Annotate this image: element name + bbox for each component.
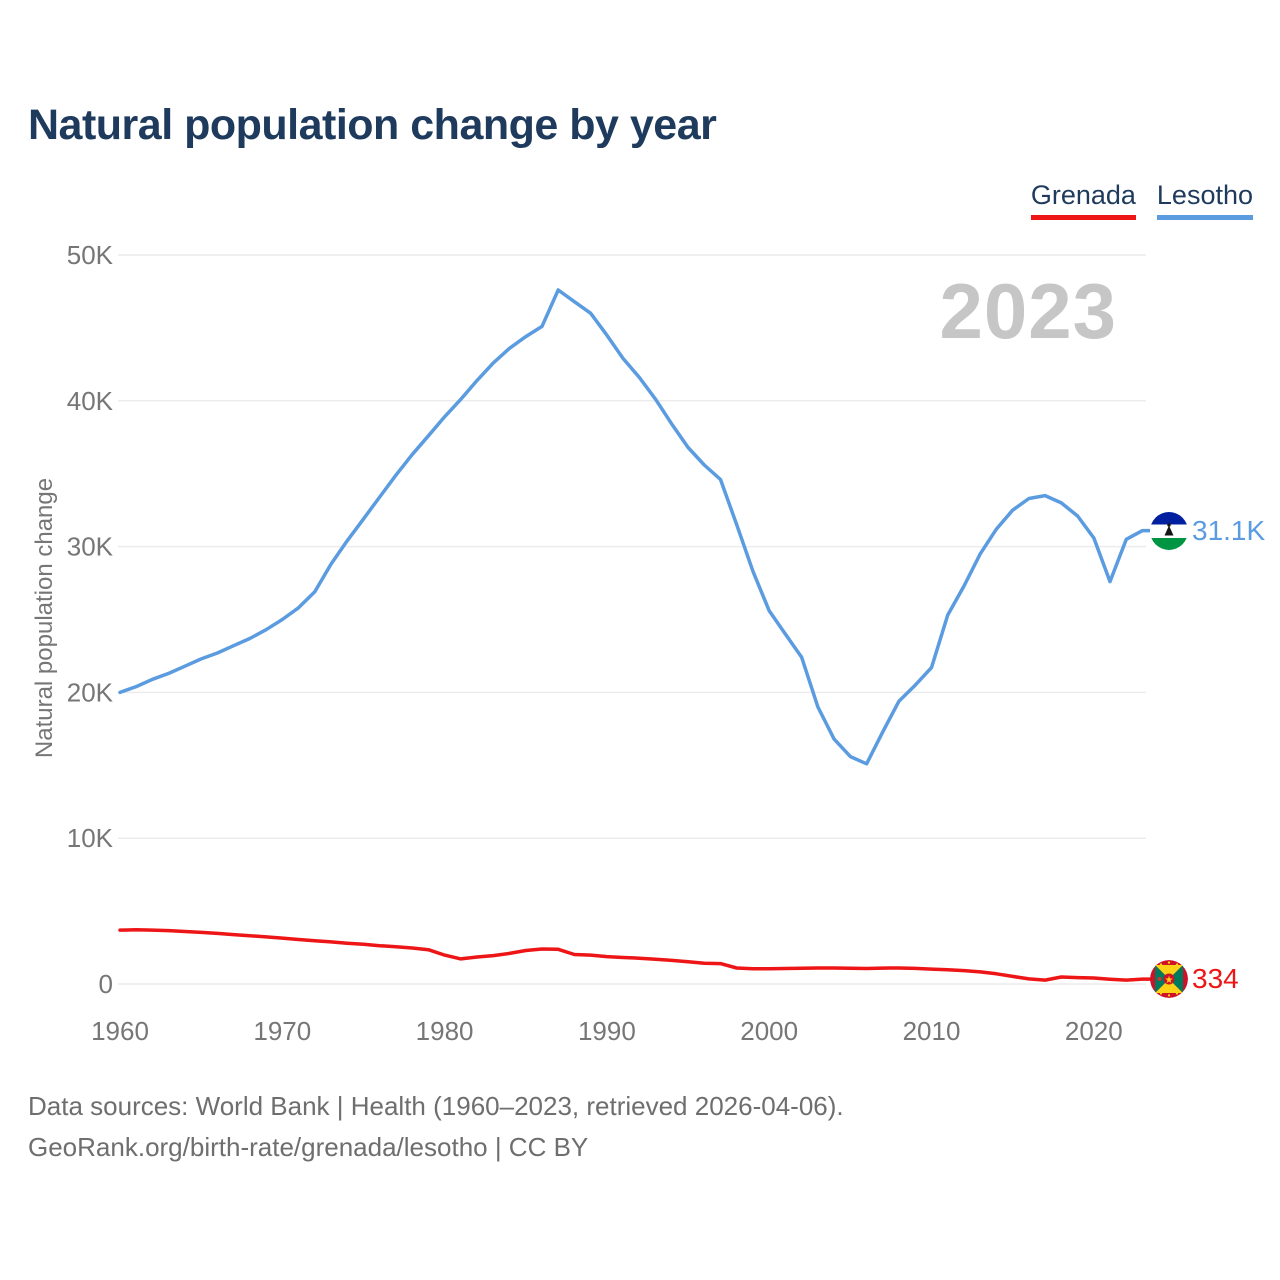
data-source-line2: GeoRank.org/birth-rate/grenada/lesotho |…: [28, 1132, 589, 1162]
y-tick-label: 10K: [67, 823, 114, 853]
y-tick-label: 50K: [67, 240, 114, 270]
legend: Grenada Lesotho: [1030, 182, 1253, 220]
x-tick-label: 1990: [578, 1016, 636, 1046]
series-end-value-lesotho: 31.1K: [1192, 514, 1266, 546]
svg-text:★: ★: [1165, 975, 1174, 986]
y-tick-label: 20K: [67, 677, 114, 707]
data-source-line1: Data sources: World Bank | Health (1960–…: [28, 1091, 844, 1121]
current-year-watermark: 2023: [939, 267, 1117, 355]
x-tick-label: 1980: [416, 1016, 474, 1046]
x-tick-label: 2000: [740, 1016, 798, 1046]
series-line-grenada: [118, 928, 1159, 982]
y-tick-label: 30K: [67, 532, 114, 562]
x-tick-label: 2010: [903, 1016, 961, 1046]
x-tick-label: 2020: [1065, 1016, 1123, 1046]
lesotho-flag-icon: [1150, 511, 1188, 550]
series-end-value-grenada: 334: [1192, 963, 1239, 995]
page-title: Natural population change by year: [28, 101, 717, 149]
y-tick-label: 0: [99, 969, 113, 999]
legend-item-lesotho[interactable]: Lesotho: [1156, 182, 1253, 220]
y-axis-title: Natural population change: [31, 477, 58, 759]
y-tick-label: 40K: [67, 386, 114, 416]
legend-item-grenada[interactable]: Grenada: [1030, 182, 1136, 220]
grenada-flag-icon: ★: [1150, 960, 1188, 999]
data-source-note: Data sources: World Bank | Health (1960–…: [28, 1086, 844, 1168]
x-tick-label: 1970: [253, 1016, 311, 1046]
series-line-lesotho: [118, 288, 1159, 766]
x-tick-label: 1960: [91, 1016, 149, 1046]
